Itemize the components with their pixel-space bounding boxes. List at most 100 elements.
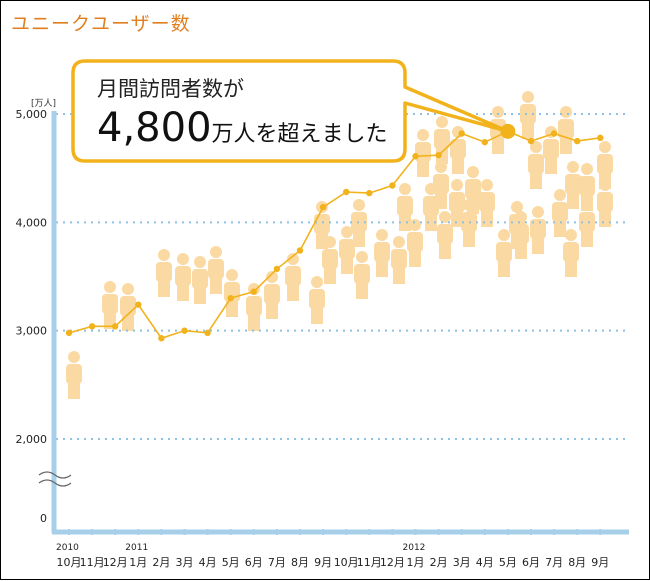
- x-tick-label: 2月: [430, 556, 448, 569]
- person-figure-icon: [565, 161, 581, 209]
- person-figure-icon: [433, 161, 449, 209]
- x-tick-label: 7月: [545, 556, 563, 569]
- x-tick-label: 12月: [380, 556, 405, 569]
- person-figure-icon: [407, 219, 423, 267]
- person-figure-icon: [309, 276, 325, 324]
- data-point: [65, 329, 73, 337]
- year-label: 2010: [56, 543, 79, 553]
- data-point: [550, 130, 558, 137]
- data-point: [319, 203, 327, 211]
- people-figures: [66, 91, 613, 399]
- person-figure-icon: [415, 129, 431, 177]
- x-tick-label: 4月: [476, 556, 494, 569]
- callout-line2-rest: 万人を超えました: [211, 122, 388, 147]
- x-tick-label: 11月: [80, 556, 105, 569]
- person-figure-icon: [224, 269, 240, 317]
- year-label: 2011: [125, 543, 148, 553]
- person-figure-icon: [120, 283, 136, 331]
- axis-break-mark: [38, 479, 72, 487]
- x-tick-label: 11月: [357, 556, 382, 569]
- data-point: [574, 137, 581, 145]
- x-tick-label: 10月: [334, 556, 359, 569]
- person-figure-icon: [192, 256, 208, 304]
- person-figure-icon: [520, 91, 536, 139]
- data-point: [412, 153, 419, 160]
- person-figure-icon: [208, 246, 224, 294]
- x-tick-label: 5月: [499, 556, 517, 569]
- x-tick-label: 3月: [453, 556, 471, 569]
- data-point: [181, 327, 188, 334]
- person-figure-icon: [285, 253, 301, 301]
- callout-bubble: [71, 59, 510, 163]
- data-point: [227, 294, 234, 302]
- data-point: [250, 288, 257, 295]
- person-figure-icon: [374, 229, 390, 277]
- y-tick-label: 5,000: [16, 108, 48, 121]
- person-figure-icon: [66, 351, 82, 399]
- person-figure-icon: [597, 179, 613, 227]
- person-figure-icon: [479, 179, 495, 227]
- x-tick-label: 2月: [152, 556, 170, 569]
- person-figure-icon: [397, 183, 413, 231]
- person-figure-icon: [102, 281, 118, 329]
- year-label: 2012: [403, 543, 426, 553]
- person-figure-icon: [579, 199, 595, 247]
- x-tick-label: 6月: [245, 556, 263, 569]
- x-tick-label: 4月: [199, 556, 217, 569]
- person-figure-icon: [156, 249, 172, 297]
- x-tick-label: 8月: [568, 556, 586, 569]
- person-figure-icon: [339, 226, 355, 274]
- person-figure-icon: [496, 229, 512, 277]
- person-figure-icon: [264, 271, 280, 319]
- gridlines: [56, 113, 629, 440]
- y-tick-label: 2,000: [16, 433, 48, 446]
- data-point: [389, 182, 396, 189]
- callout-shape: [71, 59, 510, 163]
- x-tick-label: 1月: [129, 556, 147, 569]
- data-point: [366, 189, 373, 197]
- y-tick-label: 4,000: [16, 216, 48, 229]
- data-point: [158, 335, 165, 342]
- x-tick-label: 12月: [103, 556, 128, 569]
- axes: [38, 111, 629, 535]
- x-tick-label: 9月: [591, 556, 609, 569]
- x-tick-label: 5月: [222, 556, 240, 569]
- person-figure-icon: [563, 229, 579, 277]
- person-figure-icon: [552, 189, 568, 237]
- data-point: [435, 151, 442, 159]
- person-figure-icon: [391, 236, 407, 284]
- callout-line1: 月間訪問者数が: [97, 77, 244, 101]
- data-point: [204, 329, 211, 337]
- person-figure-icon: [528, 141, 544, 189]
- series-line: [65, 123, 604, 342]
- person-figure-icon: [437, 211, 453, 259]
- y-unit-label: [万人]: [31, 98, 56, 109]
- y-tick-label: 0: [40, 512, 47, 525]
- person-figure-icon: [530, 206, 546, 254]
- data-point: [343, 188, 350, 196]
- data-point: [597, 134, 604, 142]
- x-tick-label: 9月: [314, 556, 332, 569]
- data-point: [296, 247, 304, 254]
- y-tick-label: 3,000: [16, 325, 48, 338]
- data-point: [135, 301, 142, 308]
- x-tick-label: 10月: [57, 556, 82, 569]
- person-figure-icon: [246, 283, 262, 331]
- data-point: [527, 137, 535, 145]
- data-point: [273, 265, 281, 273]
- x-tick-label: 8月: [291, 556, 309, 569]
- data-point: [88, 323, 96, 330]
- x-tick-label: 3月: [176, 556, 194, 569]
- person-figure-icon: [449, 179, 465, 227]
- x-tick-label: 1月: [407, 556, 425, 569]
- person-figure-icon: [322, 236, 338, 284]
- axis-break-mark: [38, 471, 72, 479]
- person-figure-icon: [175, 253, 191, 301]
- callout-number: 4,800: [97, 105, 212, 151]
- person-figure-icon: [513, 211, 529, 259]
- person-figure-icon: [354, 251, 370, 299]
- data-point: [481, 138, 488, 146]
